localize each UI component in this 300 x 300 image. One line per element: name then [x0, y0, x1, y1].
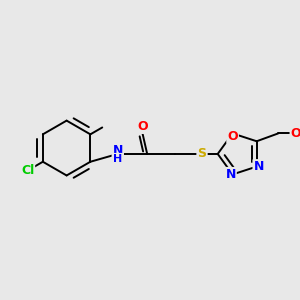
Text: N: N	[112, 143, 123, 157]
Text: O: O	[291, 127, 300, 140]
Text: H: H	[113, 154, 122, 164]
Text: N: N	[254, 160, 264, 173]
Text: O: O	[137, 120, 148, 133]
Text: S: S	[197, 147, 206, 161]
Text: Cl: Cl	[21, 164, 34, 177]
Text: N: N	[225, 168, 236, 181]
Text: O: O	[227, 130, 238, 143]
